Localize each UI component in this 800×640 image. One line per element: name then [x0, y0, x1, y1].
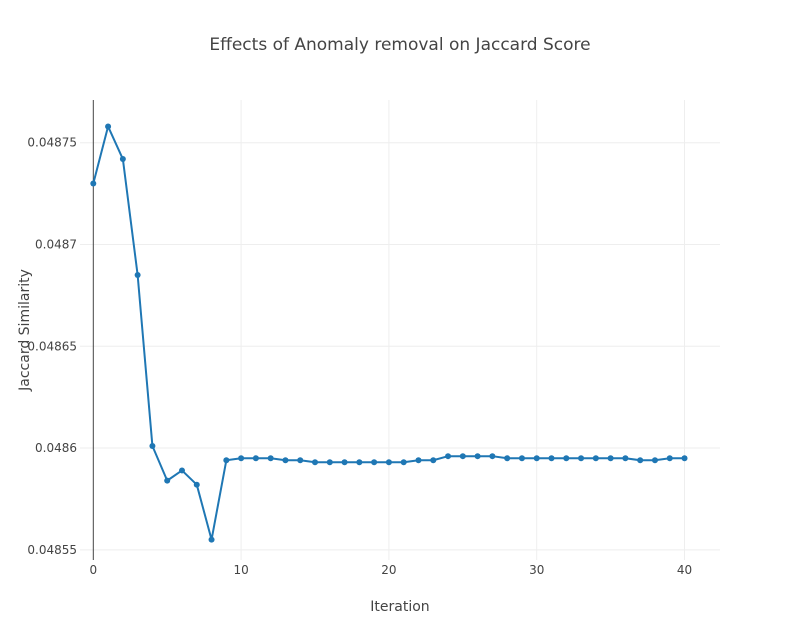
data-point — [267, 455, 274, 462]
x-tick-label: 40 — [677, 563, 692, 577]
data-point — [105, 123, 112, 130]
data-point — [474, 453, 481, 460]
data-point — [282, 457, 289, 464]
y-axis-ticks: 0.04855 0.0486 0.04865 0.0487 0.04875 — [27, 136, 77, 557]
data-point — [238, 455, 245, 462]
data-point — [356, 459, 363, 466]
data-point — [459, 453, 466, 460]
x-tick-label: 30 — [529, 563, 544, 577]
series — [90, 123, 688, 543]
data-point — [533, 455, 540, 462]
y-tick-label: 0.04855 — [27, 543, 77, 557]
data-point — [326, 459, 333, 466]
data-point — [681, 455, 688, 462]
x-axis-ticks: 0 10 20 30 40 — [89, 563, 692, 577]
data-point — [563, 455, 570, 462]
y-tick-label: 0.0487 — [35, 238, 77, 252]
y-tick-label: 0.04875 — [27, 136, 77, 150]
data-point — [223, 457, 230, 464]
data-point — [312, 459, 319, 466]
data-point — [622, 455, 629, 462]
x-axis-title: Iteration — [370, 599, 429, 615]
chart-title: Effects of Anomaly removal on Jaccard Sc… — [209, 35, 590, 55]
grid — [80, 100, 720, 560]
data-point — [489, 453, 496, 460]
data-point — [504, 455, 511, 462]
data-point — [134, 272, 141, 279]
data-point — [149, 443, 156, 450]
data-point — [341, 459, 348, 466]
data-point — [164, 477, 171, 484]
x-tick-label: 10 — [233, 563, 248, 577]
y-tick-label: 0.0486 — [35, 441, 77, 455]
x-tick-label: 20 — [381, 563, 396, 577]
data-point — [371, 459, 378, 466]
x-tick-label: 0 — [89, 563, 97, 577]
data-point — [651, 457, 658, 464]
data-point — [548, 455, 555, 462]
data-point — [90, 180, 97, 187]
data-point — [297, 457, 304, 464]
data-point — [415, 457, 422, 464]
data-point — [607, 455, 614, 462]
data-point — [119, 156, 126, 163]
data-point — [430, 457, 437, 464]
data-point — [400, 459, 407, 466]
data-point — [578, 455, 585, 462]
data-point — [445, 453, 452, 460]
data-point — [385, 459, 392, 466]
data-point — [637, 457, 644, 464]
y-axis-title: Jaccard Similarity — [17, 269, 33, 392]
data-point — [666, 455, 673, 462]
y-tick-label: 0.04865 — [27, 339, 77, 353]
data-point — [518, 455, 525, 462]
data-point — [592, 455, 599, 462]
data-point — [178, 467, 185, 474]
data-point — [193, 481, 200, 488]
data-point — [252, 455, 259, 462]
data-point — [208, 536, 215, 543]
